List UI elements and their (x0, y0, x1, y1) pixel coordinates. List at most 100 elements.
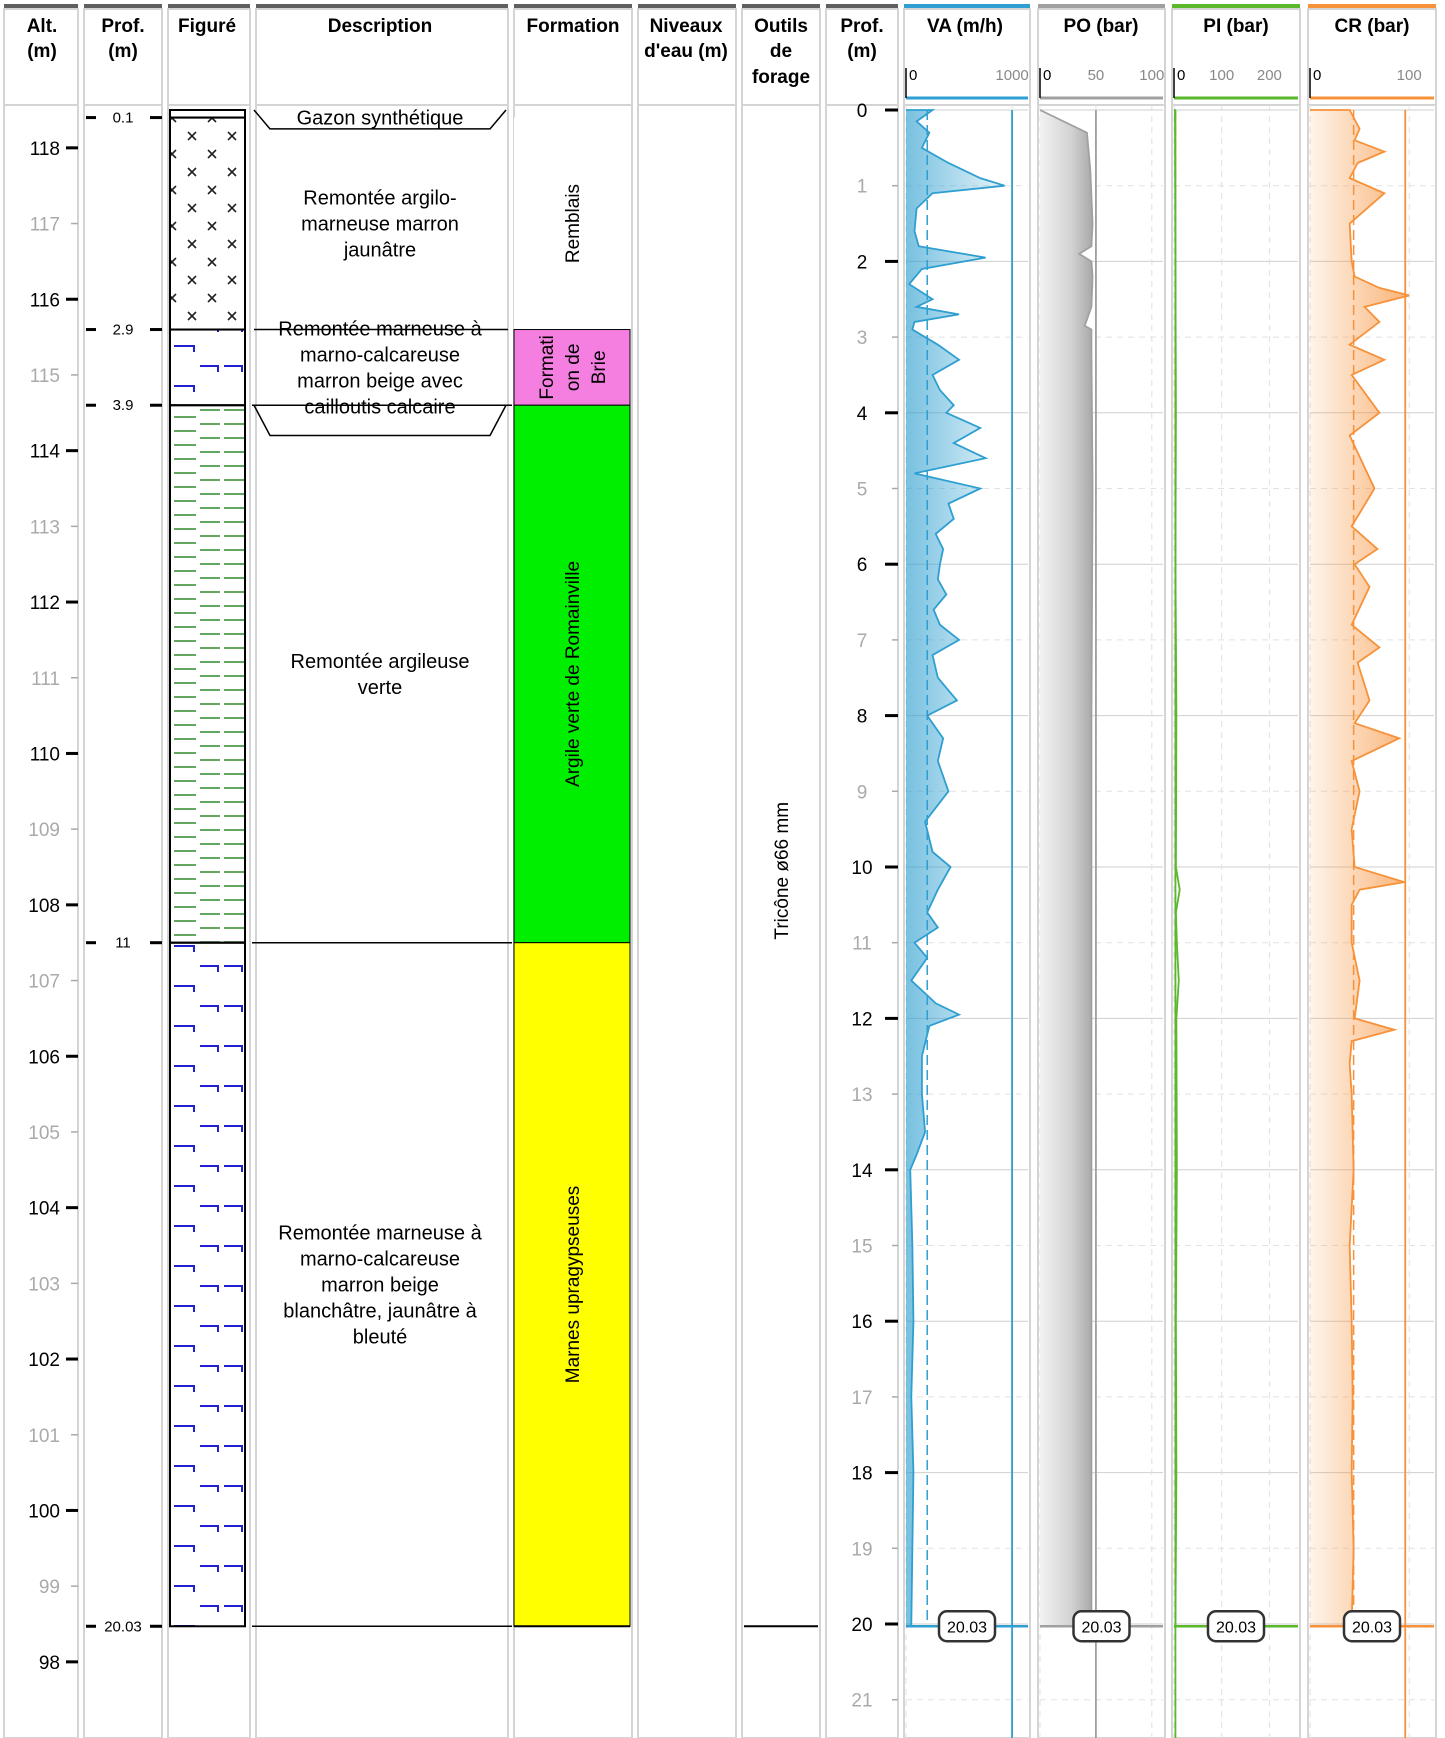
header-outils-3: forage (752, 67, 810, 88)
bottom-depth-label: 20.03 (1081, 1619, 1121, 1636)
header-po: PO (bar) (1064, 16, 1139, 37)
header-bar (742, 4, 820, 9)
bottom-depth-label: 20.03 (1352, 1619, 1392, 1636)
bottom-depth-badge (937, 1610, 997, 1643)
track-tick-label: 0 (1313, 67, 1321, 84)
depth-tick-label: 6 (857, 555, 868, 576)
depth-tick-label: 19 (851, 1539, 872, 1560)
altitude-tick-label: 103 (28, 1274, 60, 1295)
lithology-layer (169, 941, 246, 1628)
header-bar (514, 4, 632, 9)
altitude-tick-label: 112 (30, 593, 60, 614)
header-bar (168, 4, 250, 9)
header-description: Description (328, 16, 433, 37)
header-pi: PI (bar) (1203, 16, 1268, 37)
depth-tick-label: 2 (857, 252, 868, 273)
track-tick-label: 100 (1139, 67, 1164, 84)
header-niveaux-2: d'eau (m) (644, 41, 728, 62)
column-frame (1307, 8, 1437, 1738)
depth-tick-label: 12 (851, 1009, 872, 1030)
track-va: 0 1000 20.03 (905, 67, 1029, 1738)
altitude-tick-label: 101 (28, 1426, 60, 1447)
track-pi: 0 100 200 20.03 (1173, 67, 1298, 1738)
series-line (1039, 109, 1094, 1627)
header-va: VA (m/h) (927, 16, 1003, 37)
column-frame (3, 8, 79, 1738)
bottom-depth-badge (1342, 1610, 1402, 1643)
bottom-depth-badge (1206, 1610, 1266, 1643)
lithology-layer (169, 328, 246, 407)
header-bar (638, 4, 736, 9)
layer-description: marneuse marron (301, 214, 459, 236)
header-alt-2: (m) (27, 41, 57, 62)
header-bar (4, 4, 78, 9)
column-frame (825, 8, 899, 1738)
bracket (253, 404, 507, 437)
series-line (906, 109, 1005, 1627)
header-bar (256, 4, 508, 9)
altitude-tick-label: 113 (30, 517, 60, 538)
series-area (1310, 110, 1410, 1627)
depth-tick-label: 18 (851, 1464, 872, 1485)
depth-tick-label: 1 (857, 177, 868, 198)
formation-band (513, 329, 631, 406)
altitude-tick-label: 100 (28, 1501, 60, 1522)
altitude-tick-label: 118 (30, 139, 60, 160)
layer-description: jaunâtre (343, 240, 416, 262)
track-tick-label: 0 (909, 67, 917, 84)
depth-tick-label: 4 (857, 404, 868, 425)
formation-band (514, 117, 630, 330)
header-niveaux-1: Niveaux (650, 16, 723, 37)
altitude-tick-label: 106 (28, 1047, 60, 1068)
column-frame (83, 8, 163, 1738)
bottom-depth-badge (1072, 1610, 1131, 1643)
altitude-tick-label: 99 (39, 1577, 60, 1598)
altitude-tick-label: 111 (31, 669, 60, 690)
header-alt-1: Alt. (27, 16, 58, 37)
column-frame (903, 8, 1031, 1738)
bracket (253, 109, 507, 130)
layer-description: Remontée argilo- (303, 188, 456, 210)
bottom-depth-label: 20.03 (1216, 1619, 1256, 1636)
header-bar (826, 4, 898, 9)
altitude-tick-label: 109 (28, 820, 60, 841)
header-bar (1172, 4, 1300, 9)
layer-description: Remontée marneuse à (278, 1222, 482, 1244)
bottom-depth-label: 20.03 (947, 1619, 987, 1636)
formation-label: Argile verte de Romainville (563, 561, 584, 787)
depth-tick-label: 21 (851, 1691, 872, 1712)
depth-mark-label: 20.03 (104, 1618, 142, 1635)
layer-description: marron beige (321, 1274, 439, 1296)
track-po: 0 50 100 20.03 (1039, 67, 1164, 1738)
depth-tick-label: 16 (851, 1312, 872, 1333)
depth-tick-label: 8 (857, 707, 868, 728)
lithology-layer (169, 116, 246, 331)
formation-label: Remblais (563, 184, 584, 263)
altitude-axis: 118 117 116 115 114 113 112 111 110 109 108 107 106 1… (28, 139, 78, 1674)
layer-description: marno-calcareuse (300, 1248, 460, 1270)
altitude-tick-label: 110 (30, 744, 60, 765)
header-outils-2: de (770, 41, 792, 62)
track-tick-label: 0 (1043, 67, 1051, 84)
altitude-tick-label: 104 (28, 1199, 60, 1220)
column-frame (741, 8, 821, 1738)
depth-mark-label: 11 (115, 935, 131, 952)
depth-tick-label: 14 (851, 1161, 873, 1182)
description-column: Gazon synthétique Remontée argilo-marneus… (252, 108, 512, 1628)
column-frame (167, 8, 251, 1738)
column-frame (1171, 8, 1301, 1738)
header-prof2-2: (m) (847, 41, 877, 62)
track-tick-label: 100 (1209, 67, 1234, 84)
layer-description: marno-calcareuse (300, 344, 460, 366)
depth-tick-label: 3 (857, 328, 868, 349)
depth-tick-label: 11 (852, 934, 872, 955)
altitude-tick-label: 98 (39, 1653, 60, 1674)
formation-label: Marnes upragypseuses (563, 1186, 584, 1384)
track-tick-label: 200 (1257, 67, 1282, 84)
altitude-tick-label: 105 (28, 1123, 60, 1144)
formation-label: Formati (537, 335, 558, 399)
layer-description: cailloutis calcaire (304, 396, 455, 418)
header-prof-1: Prof. (101, 16, 144, 37)
